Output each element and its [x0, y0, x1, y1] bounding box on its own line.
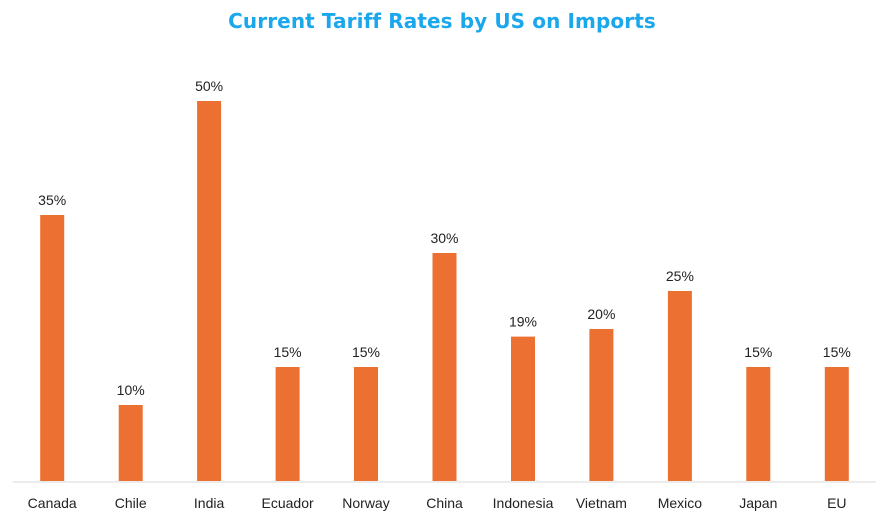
category-label-vietnam: Vietnam — [576, 495, 627, 511]
bar-canada — [40, 215, 65, 481]
bar-chile — [118, 405, 143, 481]
bar-mexico — [667, 291, 692, 481]
bar-japan — [746, 367, 771, 481]
value-label-norway: 15% — [352, 344, 380, 360]
category-label-china: China — [426, 495, 463, 511]
category-label-canada: Canada — [28, 495, 77, 511]
bar-indonesia — [511, 336, 535, 481]
bar-india — [197, 101, 222, 481]
category-label-eu: EU — [827, 495, 846, 511]
value-label-mexico: 25% — [666, 268, 694, 284]
value-label-vietnam: 20% — [587, 306, 615, 322]
chart-title: Current Tariff Rates by US on Imports — [228, 9, 656, 33]
category-labels-group: Canada Chile India Ecuador Norway China Indone… — [28, 495, 847, 511]
bars-group — [40, 101, 849, 481]
value-label-eu: 15% — [823, 344, 851, 360]
category-label-indonesia: Indonesia — [493, 495, 554, 511]
bar-vietnam — [589, 329, 614, 481]
value-label-ecuador: 15% — [274, 344, 302, 360]
bar-china — [432, 253, 457, 481]
category-label-norway: Norway — [342, 495, 389, 511]
value-label-canada: 35% — [38, 192, 66, 208]
category-label-mexico: Mexico — [658, 495, 703, 511]
category-label-india: India — [194, 495, 225, 511]
value-label-chile: 10% — [117, 382, 145, 398]
bar-ecuador — [275, 367, 300, 481]
bar-eu — [824, 367, 849, 481]
bar-norway — [354, 367, 378, 481]
category-label-japan: Japan — [739, 495, 777, 511]
value-label-china: 30% — [430, 230, 458, 246]
value-label-india: 50% — [195, 78, 223, 94]
category-label-chile: Chile — [115, 495, 147, 511]
category-label-ecuador: Ecuador — [262, 495, 314, 511]
value-label-japan: 15% — [744, 344, 772, 360]
value-labels-group: 35% 10% 50% 15% 15% 30% 19% 20% 25% 15% 15% — [38, 78, 851, 398]
value-label-indonesia: 19% — [509, 314, 537, 330]
